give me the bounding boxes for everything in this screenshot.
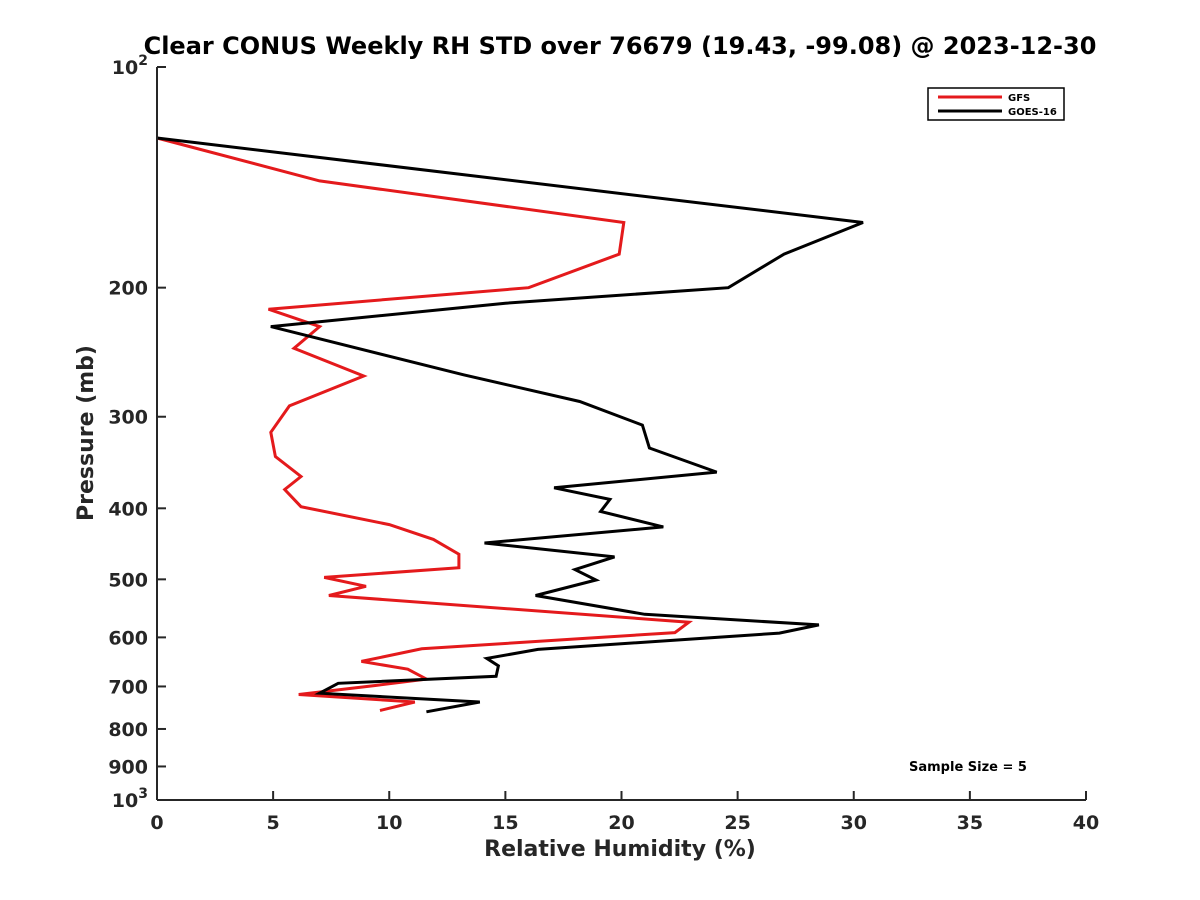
y-axis: 102 200 300 400 500 600 700 800 900 103 (108, 53, 166, 812)
x-tick-label: 20 (608, 812, 634, 834)
x-tick-label: 30 (841, 812, 867, 834)
y-tick-label: 900 (108, 756, 148, 778)
x-tick-label: 40 (1073, 812, 1099, 834)
y-tick-label: 400 (108, 498, 148, 520)
x-axis-label: Relative Humidity (%) (484, 837, 756, 862)
plot-area (156, 136, 864, 714)
y-tick-label: 300 (108, 407, 148, 429)
legend-label: GFS (1008, 93, 1030, 104)
legend-box (927, 87, 1065, 121)
y-tick-label: 102 (112, 53, 148, 79)
x-axis: 0 5 10 15 20 25 30 35 40 (150, 791, 1099, 834)
x-tick-label: 35 (957, 812, 983, 834)
x-tick-label: 5 (267, 812, 280, 834)
x-tick-label: 10 (376, 812, 402, 834)
y-tick-label: 500 (108, 569, 148, 591)
legend-label: GOES-16 (1008, 107, 1057, 118)
series-line-gfs (156, 136, 694, 712)
chart-title: Clear CONUS Weekly RH STD over 76679 (19… (144, 32, 1097, 60)
x-tick-label: 25 (724, 812, 750, 834)
x-tick-label: 0 (150, 812, 163, 834)
series-line-goes-16 (156, 136, 864, 714)
y-tick-label: 200 (108, 278, 148, 300)
y-tick-label: 103 (112, 786, 148, 812)
x-tick-label: 15 (492, 812, 518, 834)
y-tick-label: 800 (108, 719, 148, 741)
legend: GFS GOES-16 (927, 87, 1065, 121)
sample-size-note: Sample Size = 5 (909, 760, 1027, 775)
y-tick-label: 600 (108, 627, 148, 649)
y-axis-label: Pressure (mb) (74, 345, 99, 521)
y-tick-label: 700 (108, 676, 148, 698)
